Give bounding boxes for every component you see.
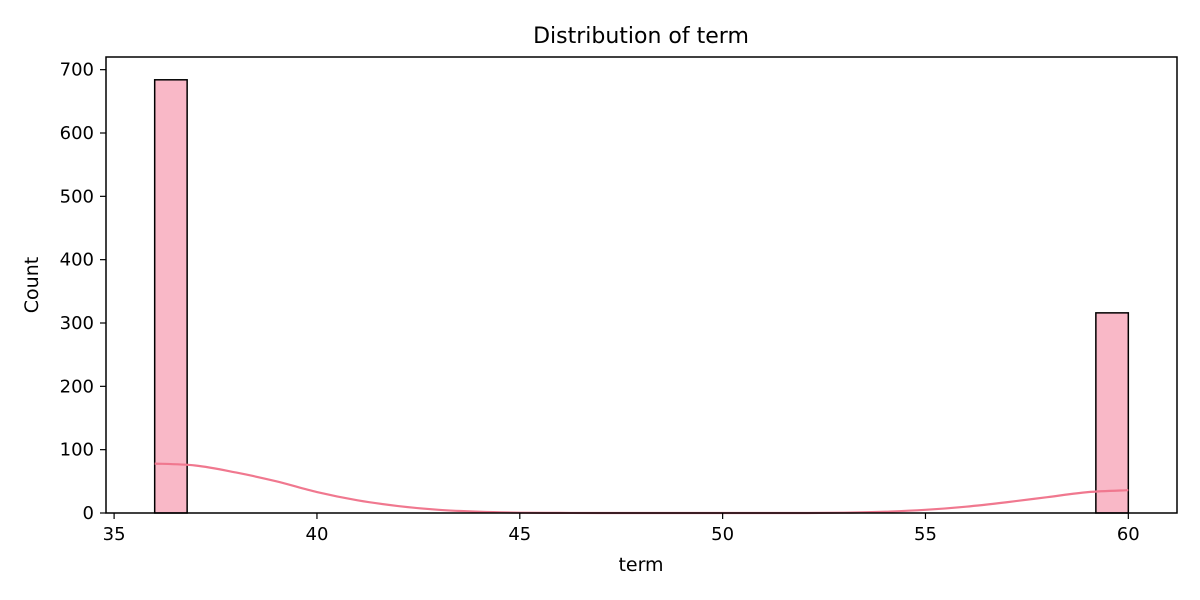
histogram-bar [153, 79, 188, 514]
plot-area [153, 79, 1130, 515]
chart-title: Distribution of term [533, 24, 749, 49]
y-axis-label: Count [21, 257, 43, 313]
y-tick-label: 300 [60, 313, 94, 334]
y-tick-label: 500 [60, 186, 94, 207]
x-axis-label: term [618, 554, 663, 576]
y-tick-label: 600 [60, 123, 94, 144]
y-tick-label: 400 [60, 250, 94, 271]
histogram-bar [1095, 312, 1130, 514]
x-tick-label: 50 [711, 524, 734, 545]
x-tick-label: 40 [306, 524, 329, 545]
kde-line [154, 462, 1129, 515]
y-tick-label: 100 [60, 440, 94, 461]
x-tick-label: 35 [103, 524, 126, 545]
y-tick-label: 0 [83, 503, 94, 524]
y-tick-label: 200 [60, 376, 94, 397]
x-tick-label: 55 [914, 524, 937, 545]
x-tick-label: 45 [508, 524, 531, 545]
x-tick-label: 60 [1117, 524, 1140, 545]
plot-frame [105, 56, 1178, 514]
y-tick-label: 700 [60, 60, 94, 81]
